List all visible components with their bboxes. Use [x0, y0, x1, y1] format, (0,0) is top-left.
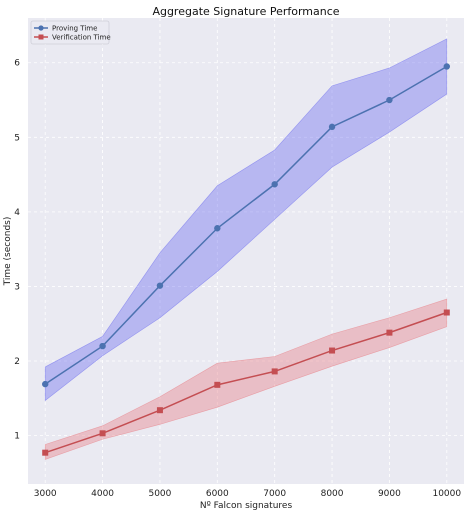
data-point — [328, 123, 336, 131]
legend-label: Proving Time — [52, 25, 97, 33]
y-axis-label: Time (seconds) — [3, 217, 13, 287]
data-point — [42, 380, 49, 388]
x-tick-label: 9000 — [378, 489, 401, 499]
legend-marker — [38, 25, 44, 31]
series-line-1 — [44, 311, 448, 454]
chart-title: Aggregate Signature Performance — [152, 5, 339, 18]
data-point — [386, 96, 393, 104]
data-point — [214, 381, 221, 388]
y-tick-label: 5 — [14, 133, 20, 143]
y-tick-label: 2 — [14, 357, 20, 367]
legend-marker — [38, 34, 44, 40]
x-tick-label: 3000 — [34, 489, 57, 499]
data-point — [42, 449, 49, 456]
data-point — [443, 309, 450, 316]
series-lines — [44, 65, 448, 454]
data-point — [271, 368, 278, 375]
confidence-band-1 — [44, 298, 448, 460]
y-tick-label: 3 — [14, 282, 20, 292]
data-point — [156, 407, 163, 414]
x-tick-label: 5000 — [148, 489, 171, 499]
x-tick-label: 10000 — [432, 489, 461, 499]
data-point — [271, 181, 278, 188]
x-tick-labels: 3000 4000 5000 6000 7000 8000 9000 10000 — [34, 489, 462, 499]
x-tick-label: 7000 — [263, 489, 286, 499]
data-point — [99, 342, 106, 350]
data-point — [214, 225, 221, 232]
legend-box — [30, 20, 110, 45]
plot-area — [28, 18, 464, 484]
y-tick-label: 6 — [14, 59, 20, 69]
data-point — [443, 63, 450, 70]
data-point — [99, 430, 106, 437]
y-tick-label: 4 — [14, 208, 20, 218]
x-tick-label: 6000 — [206, 489, 229, 499]
data-point — [386, 329, 393, 336]
series-line-0 — [44, 65, 448, 385]
legend-label: Verification Time — [52, 34, 111, 42]
y-tick-label: 1 — [14, 432, 20, 442]
data-point — [156, 282, 164, 289]
confidence-bands — [44, 38, 448, 460]
x-tick-label: 8000 — [321, 489, 344, 499]
x-tick-label: 4000 — [91, 489, 114, 499]
confidence-band-0 — [44, 38, 448, 402]
y-tick-labels: 1 2 3 4 5 6 — [14, 59, 20, 442]
series-markers — [42, 63, 450, 456]
data-point — [329, 347, 336, 354]
x-axis-label: Nº Falcon signatures — [200, 501, 293, 511]
